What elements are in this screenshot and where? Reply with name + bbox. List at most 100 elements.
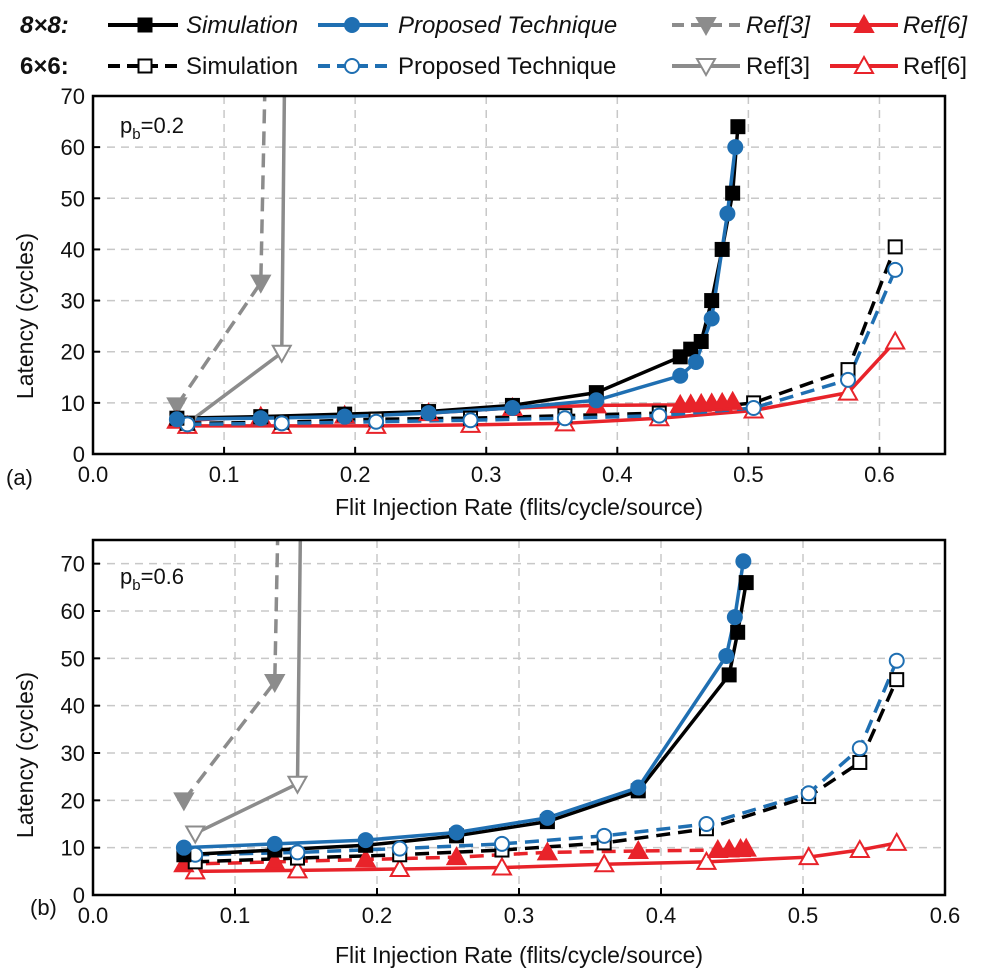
panel-b-annotation-main: p xyxy=(120,564,132,589)
panel-b-series-prop-6x6-point-6 xyxy=(800,785,817,802)
panel-b-series-sim-6x6-line xyxy=(195,678,899,864)
panel-a-ytick-label-7: 70 xyxy=(61,84,85,109)
legend-text-sim-8x8: Simulation xyxy=(186,12,298,39)
panel-a-series-prop-6x6-point-8 xyxy=(887,261,904,278)
panel-b-series-ref3-6x6-point-0 xyxy=(184,825,206,845)
panel-b-series-ref6-6x6-point-7 xyxy=(849,838,871,859)
panel-a-series-ref6-8x8-point-11 xyxy=(721,390,744,410)
panel-b-series-sim-8x8-point-7 xyxy=(730,624,746,640)
panel-a-series-ref3-8x8-line xyxy=(175,96,267,407)
panel-a-series-prop-6x6-point-4 xyxy=(556,410,573,427)
panel-a-series-prop-6x6-point-1 xyxy=(273,415,290,432)
panel-a-grid xyxy=(93,96,945,454)
panel-a-series-prop-6x6-point-3 xyxy=(462,412,479,429)
legend-marker-ref6-8x8 xyxy=(853,13,875,33)
panel-a-series-sim-6x6-point-8 xyxy=(887,239,903,255)
panel-a-label: (a) xyxy=(6,465,33,490)
panel-b-series-sim-6x6-point-8 xyxy=(889,672,905,688)
panel-b-series-ref3-8x8-point-1 xyxy=(264,674,286,694)
panel-a-series-ref6-6x6-point-8 xyxy=(884,330,906,350)
panel-b-series-prop-6x6-point-5 xyxy=(698,816,715,832)
chart-panel-b: (b) Flit Injection Rate (flits/cycle/sou… xyxy=(12,538,961,968)
legend-text-ref6-6x6: Ref[6] xyxy=(903,53,967,80)
panel-a-ytick-label-0: 0 xyxy=(73,442,85,467)
panel-b-xtick-label-4: 0.4 xyxy=(646,903,677,928)
panel-b-ytick-label-7: 70 xyxy=(61,552,85,577)
panel-a-series-prop-8x8-point-8 xyxy=(703,310,720,327)
legend-row-label-6x6: 6×6: xyxy=(20,53,69,80)
legend-marker-ref6-6x6 xyxy=(853,54,875,74)
panel-a-xtick-label-2: 0.2 xyxy=(340,462,371,487)
panel-b-ylabel: Latency (cycles) xyxy=(12,672,38,838)
legend-text-ref3-8x8: Ref[3] xyxy=(746,12,811,39)
panel-b-series-ref6-6x6-point-2 xyxy=(389,857,411,877)
panel-b-series-ref6-6x6-point-8 xyxy=(886,831,908,851)
panel-b-series-ref6-8x8-point-4 xyxy=(536,841,559,861)
panel-b-annotation: pb=0.6 xyxy=(120,564,184,594)
panel-a-series-sim-8x8-point-8 xyxy=(693,333,709,349)
panel-b-annotation-sub: b xyxy=(132,577,140,594)
panel-a-series-prop-6x6-point-2 xyxy=(368,413,385,430)
panel-a-annotation: pb=0.2 xyxy=(120,113,184,143)
panel-b-series-ref3-6x6-line xyxy=(194,540,303,836)
panel-b-xtick-label-6: 0.6 xyxy=(930,903,961,928)
legend: 8×8: Simulation Proposed Technique Ref[3] Re… xyxy=(20,12,968,80)
panel-a-annotation-main: p xyxy=(120,113,132,138)
panel-a-series-sim-8x8-point-11 xyxy=(725,185,741,201)
panel-a-series-prop-6x6-point-7 xyxy=(840,371,857,388)
panel-b-xtick-label-5: 0.5 xyxy=(788,903,819,928)
legend-text-prop-6x6: Proposed Technique xyxy=(398,53,616,80)
panel-b-ytick-label-3: 30 xyxy=(61,741,85,766)
panel-a-series-ref6-6x6-point-7 xyxy=(837,381,859,401)
panel-a-xtick-label-0: 0.0 xyxy=(78,462,109,487)
legend-marker-prop-8x8 xyxy=(344,17,360,33)
panel-b-series-sim-8x8-line xyxy=(183,582,748,857)
panel-b-series-prop-8x8-point-6 xyxy=(718,647,735,664)
panel-b-series-prop-8x8-line xyxy=(183,561,746,850)
panel-a-xtick-label-1: 0.1 xyxy=(209,462,240,487)
panel-b-series-ref6-8x8-point-1 xyxy=(264,850,286,870)
panel-a-ytick-label-2: 20 xyxy=(61,340,85,365)
panel-a-plot-frame xyxy=(91,94,947,456)
panel-a-series-ref3-8x8-point-0 xyxy=(166,397,188,417)
panel-b-label: (b) xyxy=(30,895,57,920)
panel-b-ytick-label-2: 20 xyxy=(61,788,85,813)
legend-marker-ref3-6x6 xyxy=(695,58,717,78)
panel-a-ytick-label-4: 40 xyxy=(61,237,85,262)
panel-b-series-prop-8x8-point-2 xyxy=(357,832,374,849)
panel-b-series-prop-8x8-point-1 xyxy=(266,835,283,852)
panel-b-series-prop-6x6-point-1 xyxy=(289,844,306,861)
panel-a-series-prop-6x6-point-6 xyxy=(745,399,762,416)
panel-a-series-sim-8x8-point-9 xyxy=(704,293,720,309)
panel-a-series-ref3-6x6-point-1 xyxy=(271,344,293,364)
panel-b-ytick-label-0: 0 xyxy=(73,883,85,908)
panel-a-xtick-label-3: 0.3 xyxy=(471,462,502,487)
panel-b-series-ref6-8x8-point-2 xyxy=(354,848,377,868)
panel-a-series-prop-6x6-point-5 xyxy=(651,407,668,424)
panel-b-series-prop-8x8-point-0 xyxy=(175,839,192,856)
legend-text-sim-6x6: Simulation xyxy=(186,53,298,80)
panel-b-plot-area xyxy=(173,540,908,880)
panel-a-series-prop-8x8-point-5 xyxy=(588,392,605,409)
panel-a-series-ref3-6x6-line xyxy=(186,96,287,425)
panel-a-ytick-label-5: 50 xyxy=(61,186,85,211)
legend-text-ref6-8x8: Ref[6] xyxy=(903,12,968,39)
panel-a-series-prop-8x8-point-9 xyxy=(719,205,736,222)
panel-a-annotation-sub: b xyxy=(132,126,140,143)
panel-b-series-prop-6x6-point-7 xyxy=(851,740,868,757)
legend-marker-sim-6x6 xyxy=(137,58,153,74)
panel-b-series-ref6-6x6-point-3 xyxy=(491,856,513,876)
panel-a-series-prop-8x8-point-4 xyxy=(504,399,521,416)
panel-b-series-ref3-8x8-point-0 xyxy=(173,792,195,812)
panel-a-series-prop-8x8-point-3 xyxy=(420,405,437,422)
panel-a-series-prop-8x8-point-1 xyxy=(252,410,269,427)
panel-b-series-ref6-6x6-point-1 xyxy=(286,859,309,879)
panel-a-series-prop-8x8-point-10 xyxy=(727,139,744,156)
panel-b-series-ref6-8x8-point-5 xyxy=(627,839,649,859)
panel-b-series-ref3-8x8-line xyxy=(182,540,280,802)
panel-a-series-sim-8x8-point-10 xyxy=(714,241,730,257)
panel-b-series-prop-6x6-point-2 xyxy=(391,840,408,857)
panel-b-series-prop-8x8-point-7 xyxy=(726,609,743,626)
panel-a-xtick-label-4: 0.4 xyxy=(602,462,633,487)
panel-a-ytick-label-3: 30 xyxy=(61,289,85,314)
